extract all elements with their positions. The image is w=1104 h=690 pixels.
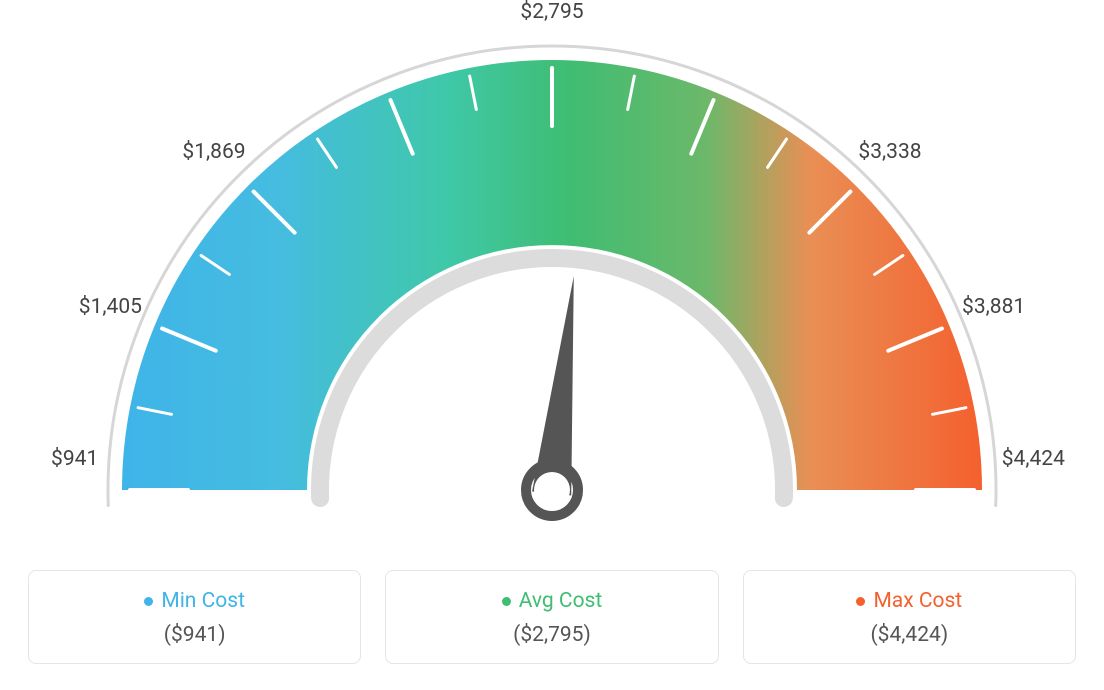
dot-icon [856, 597, 865, 606]
legend-row: Min Cost ($941) Avg Cost ($2,795) Max Co… [0, 570, 1104, 664]
gauge-tick-label: $2,795 [520, 0, 583, 24]
gauge-tick-label: $1,869 [182, 140, 245, 164]
gauge-svg [0, 0, 1104, 560]
legend-card-max: Max Cost ($4,424) [743, 570, 1076, 664]
gauge-tick-label: $941 [51, 447, 98, 471]
chart-container: $941 $1,405 $1,869 $2,795 $3,338 $3,881 $4,424… [0, 0, 1104, 690]
gauge-tick-label: $1,405 [79, 295, 142, 319]
legend-label-max: Max Cost [873, 589, 962, 613]
gauge-tick-label: $4,424 [1002, 447, 1065, 471]
gauge-area: $941 $1,405 $1,869 $2,795 $3,338 $3,881 $4,424 [0, 0, 1104, 560]
legend-value-max: ($4,424) [754, 623, 1065, 647]
legend-label-avg: Avg Cost [519, 589, 603, 613]
dot-icon [144, 597, 153, 606]
legend-card-min: Min Cost ($941) [28, 570, 361, 664]
gauge-tick-label: $3,338 [858, 140, 921, 164]
legend-value-avg: ($2,795) [396, 623, 707, 647]
legend-card-avg: Avg Cost ($2,795) [385, 570, 718, 664]
legend-title-avg: Avg Cost [396, 589, 707, 613]
legend-title-min: Min Cost [39, 589, 350, 613]
gauge-tick-label: $3,881 [962, 295, 1025, 319]
legend-title-max: Max Cost [754, 589, 1065, 613]
legend-value-min: ($941) [39, 623, 350, 647]
legend-label-min: Min Cost [161, 589, 245, 613]
dot-icon [502, 597, 511, 606]
